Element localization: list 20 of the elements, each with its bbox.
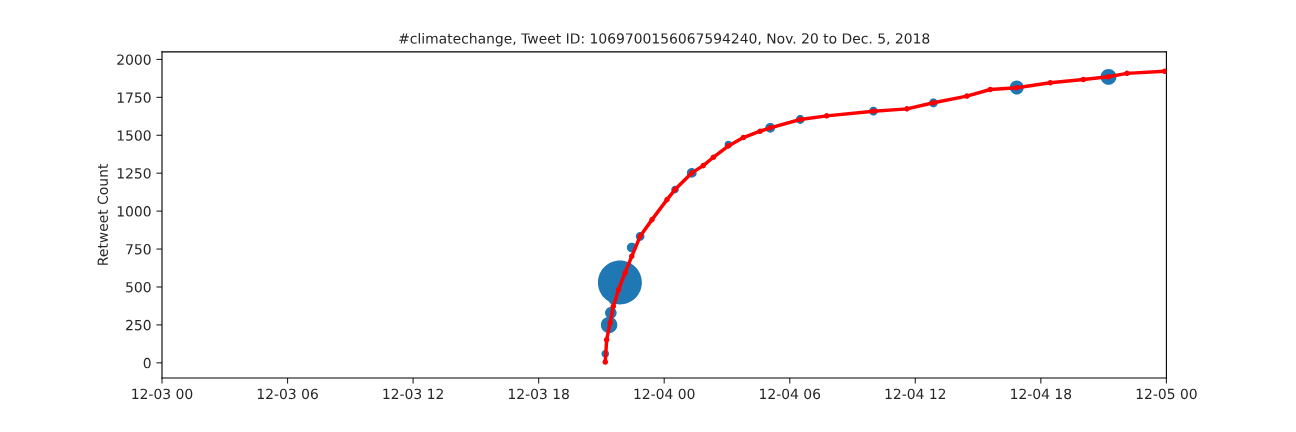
y-tick-label: 750: [126, 244, 151, 255]
y-tick-label: 1000: [117, 206, 151, 217]
x-tick-label: 12-03 06: [257, 388, 318, 400]
y-tick-label: 250: [126, 319, 151, 331]
x-tick-label: 12-03 00: [132, 388, 193, 400]
y-tick-label: 1500: [117, 130, 151, 141]
x-tick-label: 12-03 18: [508, 388, 569, 400]
x-tick-label: 12-03 12: [383, 388, 443, 400]
y-tick-label: 500: [126, 281, 151, 293]
y-tick-label: 2000: [117, 54, 151, 65]
y-tick-label: 1250: [117, 168, 151, 179]
y-tick-label: 0: [143, 357, 151, 369]
x-tick-label: 12-04 06: [760, 388, 821, 400]
x-tick-label: 12-04 00: [634, 388, 695, 400]
x-tick-label: 12-05 00: [1136, 388, 1197, 400]
y-tick-label: 1750: [117, 92, 151, 103]
chart-title: #climatechange, Tweet ID: 1069700156067594240, Nov. 20 to Dec. 5, 2018: [399, 32, 930, 47]
x-tick-label: 12-04 18: [1011, 388, 1072, 400]
x-tick-label: 12-04 12: [885, 388, 946, 400]
y-axis-title: Retweet Count: [97, 163, 108, 265]
